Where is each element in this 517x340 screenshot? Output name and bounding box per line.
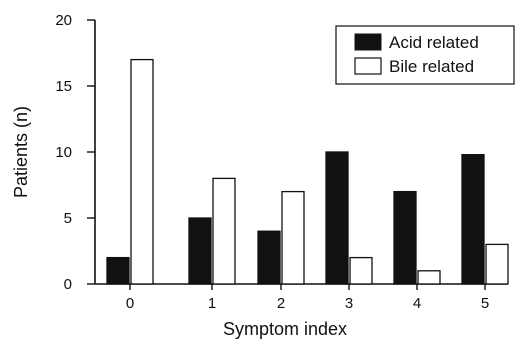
x-tick-label: 3 [345,295,353,312]
bar-acid-related [461,153,485,285]
x-axis-title: Symptom index [223,319,347,339]
legend-label-acid: Acid related [389,33,479,52]
y-tick-label: 20 [55,12,72,29]
bar-bile-related [485,243,509,285]
legend: Acid related Bile related [335,25,515,85]
x-tick-label: 2 [277,295,285,312]
x-tick-label: 4 [413,295,421,312]
bar-acid-related [188,217,212,285]
bar-acid-related [393,190,417,285]
bar-acid-related [106,256,130,285]
x-tick-label: 1 [208,295,216,312]
bars [106,58,509,285]
legend-swatch-bile [354,57,382,75]
x-tick-label: 0 [126,295,134,312]
bar-acid-related [325,151,349,285]
bar-bile-related [281,190,305,285]
y-axis-title: Patients (n) [11,106,31,198]
legend-label-bile: Bile related [389,57,474,76]
y-tick-label: 15 [55,78,72,95]
bar-bile-related [417,270,441,285]
y-tick-label: 0 [64,276,72,293]
legend-swatch-acid [354,33,382,51]
y-tick-label: 10 [55,144,72,161]
x-tick-label: 5 [481,295,489,312]
bar-bile-related [349,256,373,285]
y-tick-label: 5 [64,210,72,227]
bar-bile-related [212,177,236,285]
bar-acid-related [257,230,281,285]
bar-bile-related [130,58,154,285]
